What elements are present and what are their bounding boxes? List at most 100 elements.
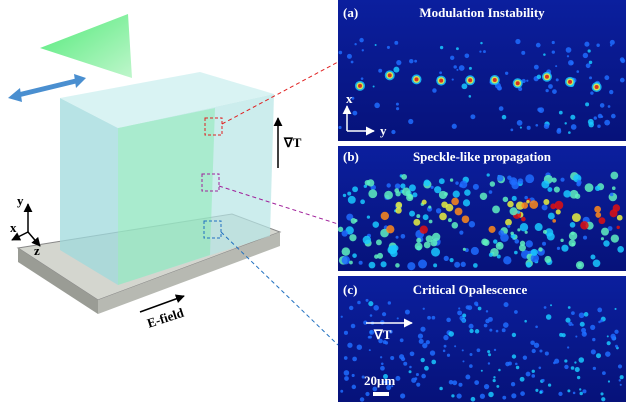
speckle bbox=[469, 324, 474, 329]
speckle bbox=[521, 217, 526, 222]
speckle bbox=[369, 336, 372, 339]
speckle bbox=[418, 260, 427, 269]
speckle bbox=[463, 199, 470, 206]
speckle bbox=[601, 237, 604, 240]
speckle bbox=[462, 314, 466, 318]
speckle bbox=[338, 227, 343, 232]
speckle bbox=[556, 78, 559, 81]
speckle bbox=[448, 331, 454, 337]
speckle bbox=[431, 248, 440, 257]
speckle bbox=[610, 40, 615, 45]
speckle bbox=[579, 392, 582, 395]
speckle bbox=[590, 91, 593, 94]
speckle bbox=[484, 324, 488, 328]
gradient-label: ∇T bbox=[283, 135, 302, 150]
speckle bbox=[511, 393, 516, 398]
speckle bbox=[614, 308, 616, 310]
speckle bbox=[468, 78, 472, 82]
speckle bbox=[603, 240, 609, 246]
speckle bbox=[344, 331, 348, 335]
speckle bbox=[545, 89, 548, 92]
speckle bbox=[542, 379, 545, 382]
speckle bbox=[529, 200, 538, 209]
speckle bbox=[418, 334, 423, 339]
speckle bbox=[396, 60, 401, 65]
speckle bbox=[589, 61, 592, 64]
speckle bbox=[601, 228, 609, 236]
speckle bbox=[563, 190, 571, 198]
speckle bbox=[565, 318, 570, 323]
speckle bbox=[526, 80, 528, 82]
speckle bbox=[349, 234, 356, 241]
speckle bbox=[447, 354, 450, 357]
speckle bbox=[576, 70, 579, 73]
speckle bbox=[496, 242, 504, 250]
speckle bbox=[570, 115, 575, 120]
speckle bbox=[348, 196, 356, 204]
speckle bbox=[457, 393, 462, 398]
speckle bbox=[591, 349, 596, 354]
speckle bbox=[592, 338, 595, 341]
speckle bbox=[450, 178, 453, 181]
speckle bbox=[343, 194, 346, 197]
speckle bbox=[469, 364, 473, 368]
speckle bbox=[489, 329, 492, 332]
speckle bbox=[454, 262, 460, 268]
speckle bbox=[486, 310, 488, 312]
speckle bbox=[381, 261, 387, 267]
speckle bbox=[395, 376, 400, 381]
speckle bbox=[588, 119, 594, 125]
panel-b-image bbox=[338, 146, 626, 271]
speckle bbox=[584, 332, 587, 335]
speckle bbox=[381, 212, 389, 220]
speckle bbox=[449, 380, 453, 384]
speckle bbox=[432, 233, 440, 241]
speckle bbox=[502, 115, 507, 120]
speckle bbox=[381, 363, 384, 366]
speckle bbox=[452, 124, 457, 129]
speckle bbox=[610, 172, 618, 180]
speckle bbox=[521, 51, 525, 55]
speckle bbox=[585, 102, 589, 106]
speckle bbox=[541, 181, 549, 189]
speckle bbox=[463, 248, 466, 251]
speckle bbox=[610, 44, 612, 46]
speckle bbox=[396, 103, 399, 106]
speckle bbox=[610, 209, 618, 217]
speckle bbox=[520, 377, 525, 382]
speckle bbox=[518, 178, 524, 184]
speckle bbox=[595, 186, 600, 191]
speckle bbox=[595, 212, 601, 218]
speckle bbox=[494, 349, 496, 351]
axis-x-label: x bbox=[10, 220, 17, 235]
speckle bbox=[526, 372, 531, 377]
speckle bbox=[572, 324, 574, 326]
speckle bbox=[408, 119, 413, 124]
speckle bbox=[368, 189, 377, 198]
speckle bbox=[604, 120, 610, 126]
speckle bbox=[577, 180, 582, 185]
speckle bbox=[573, 392, 576, 395]
speckle bbox=[503, 322, 509, 328]
speckle bbox=[457, 310, 462, 315]
speckle bbox=[351, 324, 356, 329]
speckle bbox=[493, 379, 496, 382]
speckle bbox=[516, 366, 519, 369]
speckle bbox=[558, 392, 562, 396]
speckle bbox=[516, 81, 520, 85]
speckle bbox=[602, 371, 606, 375]
speckle bbox=[455, 181, 458, 184]
panel-title: Speckle-like propagation bbox=[413, 149, 552, 164]
speckle bbox=[572, 213, 581, 222]
speckle bbox=[520, 127, 522, 129]
speckle bbox=[453, 65, 456, 68]
speckle bbox=[578, 357, 584, 363]
speckle bbox=[451, 394, 454, 397]
speckle bbox=[515, 363, 518, 366]
speckle bbox=[354, 219, 357, 222]
speckle bbox=[352, 374, 355, 377]
speckle bbox=[357, 344, 362, 349]
speckle bbox=[452, 78, 454, 80]
speckle bbox=[396, 107, 399, 110]
speckle bbox=[456, 47, 459, 50]
